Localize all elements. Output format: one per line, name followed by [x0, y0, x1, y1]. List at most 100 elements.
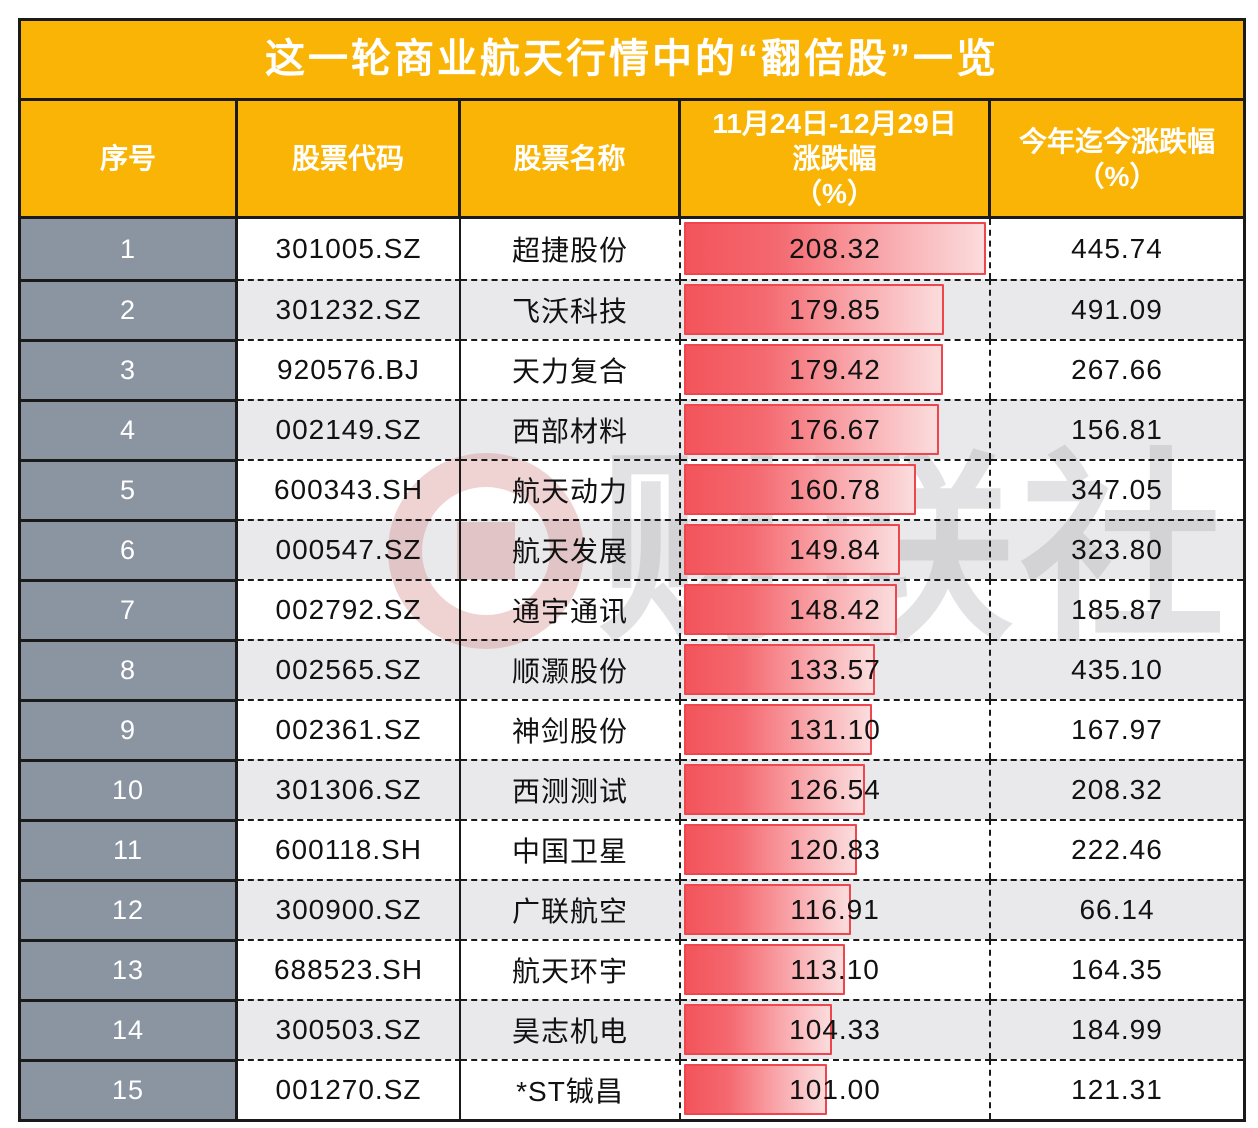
cell-seq: 14	[21, 999, 238, 1059]
cell-seq: 9	[21, 699, 238, 759]
cell-seq: 6	[21, 519, 238, 579]
cell-name: 西测测试	[461, 759, 681, 819]
cell-code: 301306.SZ	[238, 759, 461, 819]
cell-change: 131.10	[681, 699, 991, 759]
change-bar	[684, 764, 866, 815]
table-row: 5 600343.SH 航天动力 160.78 347.05	[21, 459, 1243, 519]
cell-seq: 8	[21, 639, 238, 699]
change-bar	[684, 884, 851, 935]
cell-change: 101.00	[681, 1059, 991, 1119]
cell-ytd: 267.66	[991, 339, 1243, 399]
change-bar	[684, 1004, 833, 1055]
table-row: 7 002792.SZ 通宇通讯 148.42 185.87	[21, 579, 1243, 639]
table-row: 1 301005.SZ 超捷股份 208.32 445.74	[21, 219, 1243, 279]
cell-seq: 15	[21, 1059, 238, 1119]
cell-name: 通宇通讯	[461, 579, 681, 639]
change-value: 160.78	[789, 474, 881, 505]
change-bar	[684, 284, 944, 335]
cell-ytd: 347.05	[991, 459, 1243, 519]
table-row: 3 920576.BJ 天力复合 179.42 267.66	[21, 339, 1243, 399]
change-bar	[684, 464, 916, 515]
cell-code: 920576.BJ	[238, 339, 461, 399]
table-row: 14 300503.SZ 昊志机电 104.33 184.99	[21, 999, 1243, 1059]
change-bar	[684, 944, 846, 995]
header-seq: 序号	[21, 101, 238, 216]
change-bar	[684, 584, 898, 635]
cell-code: 301005.SZ	[238, 219, 461, 279]
cell-ytd: 164.35	[991, 939, 1243, 999]
cell-ytd: 185.87	[991, 579, 1243, 639]
table-row: 15 001270.SZ *ST铖昌 101.00 121.31	[21, 1059, 1243, 1119]
cell-code: 688523.SH	[238, 939, 461, 999]
change-bar	[684, 644, 876, 695]
change-value: 101.00	[789, 1074, 881, 1105]
cell-ytd: 323.80	[991, 519, 1243, 579]
change-bar	[684, 222, 986, 275]
change-value: 149.84	[789, 534, 881, 565]
cell-change: 160.78	[681, 459, 991, 519]
cell-ytd: 121.31	[991, 1059, 1243, 1119]
cell-change: 126.54	[681, 759, 991, 819]
cell-seq: 5	[21, 459, 238, 519]
cell-change: 179.42	[681, 339, 991, 399]
table-row: 4 002149.SZ 西部材料 176.67 156.81	[21, 399, 1243, 459]
cell-ytd: 66.14	[991, 879, 1243, 939]
cell-ytd: 184.99	[991, 999, 1243, 1059]
cell-name: 广联航空	[461, 879, 681, 939]
cell-ytd: 167.97	[991, 699, 1243, 759]
cell-code: 002792.SZ	[238, 579, 461, 639]
change-value: 113.10	[790, 954, 880, 985]
change-bar	[684, 404, 940, 455]
cell-seq: 13	[21, 939, 238, 999]
cell-code: 000547.SZ	[238, 519, 461, 579]
table-row: 9 002361.SZ 神剑股份 131.10 167.97	[21, 699, 1243, 759]
cell-change: 176.67	[681, 399, 991, 459]
cell-name: 飞沃科技	[461, 279, 681, 339]
change-bar	[684, 1064, 828, 1115]
change-value: 120.83	[789, 834, 881, 865]
change-value: 131.10	[789, 714, 881, 745]
cell-change: 120.83	[681, 819, 991, 879]
cell-seq: 2	[21, 279, 238, 339]
cell-change: 116.91	[681, 879, 991, 939]
header-name: 股票名称	[461, 101, 681, 216]
change-value: 133.57	[789, 654, 881, 685]
change-value: 116.91	[790, 894, 880, 925]
cell-ytd: 208.32	[991, 759, 1243, 819]
doubling-stocks-table: 这一轮商业航天行情中的“翻倍股”一览 序号 股票代码 股票名称 11月24日-1…	[18, 18, 1246, 1122]
change-value: 179.85	[789, 294, 881, 325]
cell-seq: 10	[21, 759, 238, 819]
cell-name: 超捷股份	[461, 219, 681, 279]
cell-code: 002361.SZ	[238, 699, 461, 759]
table-body: 1 301005.SZ 超捷股份 208.32 445.74 2 301232.…	[21, 219, 1243, 1119]
table-title: 这一轮商业航天行情中的“翻倍股”一览	[21, 21, 1243, 101]
cell-name: 航天发展	[461, 519, 681, 579]
cell-ytd: 156.81	[991, 399, 1243, 459]
cell-name: 西部材料	[461, 399, 681, 459]
cell-ytd: 222.46	[991, 819, 1243, 879]
cell-code: 600118.SH	[238, 819, 461, 879]
cell-change: 208.32	[681, 219, 991, 279]
cell-change: 149.84	[681, 519, 991, 579]
cell-ytd: 445.74	[1071, 233, 1163, 264]
table-row: 13 688523.SH 航天环宇 113.10 164.35	[21, 939, 1243, 999]
cell-change: 148.42	[681, 579, 991, 639]
cell-change: 133.57	[681, 639, 991, 699]
table-row: 6 000547.SZ 航天发展 149.84 323.80	[21, 519, 1243, 579]
cell-name: 神剑股份	[461, 699, 681, 759]
change-value: 179.42	[789, 354, 881, 385]
cell-name: 中国卫星	[461, 819, 681, 879]
change-value: 176.67	[789, 414, 881, 445]
header-change: 11月24日-12月29日 涨跌幅 （%）	[681, 101, 991, 216]
table-header: 序号 股票代码 股票名称 11月24日-12月29日 涨跌幅 （%） 今年迄今涨…	[21, 101, 1243, 219]
cell-seq: 4	[21, 399, 238, 459]
change-value: 148.42	[789, 594, 881, 625]
cell-code: 300503.SZ	[238, 999, 461, 1059]
table-row: 8 002565.SZ 顺灏股份 133.57 435.10	[21, 639, 1243, 699]
cell-name: 航天动力	[461, 459, 681, 519]
cell-name: 顺灏股份	[461, 639, 681, 699]
cell-seq: 7	[21, 579, 238, 639]
cell-seq: 11	[21, 819, 238, 879]
change-value: 208.32	[789, 233, 881, 264]
header-ytd: 今年迄今涨跌幅 （%）	[1018, 125, 1215, 192]
